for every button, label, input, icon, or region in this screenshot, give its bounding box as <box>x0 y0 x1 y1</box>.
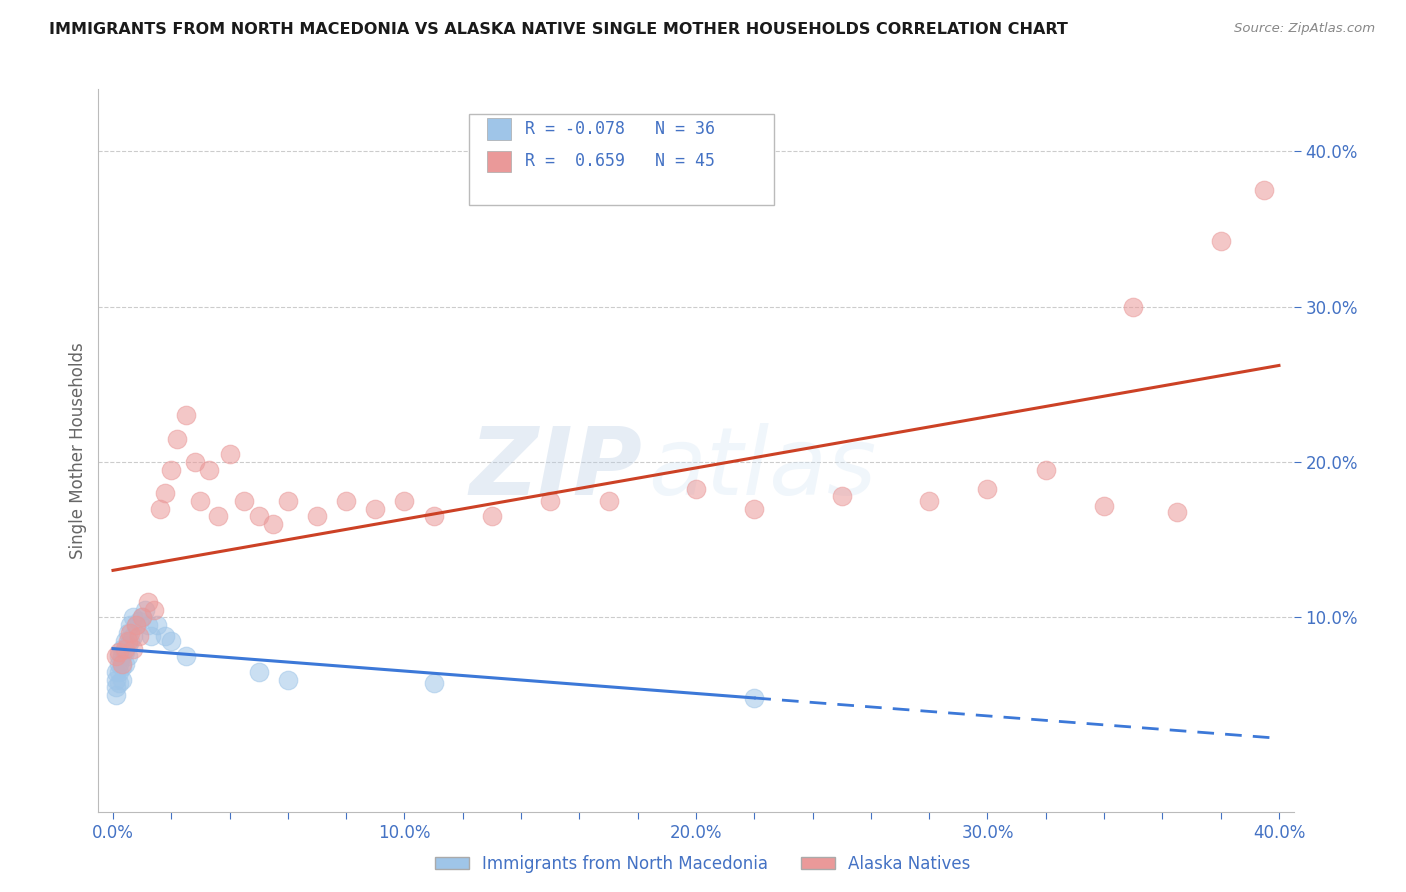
Point <box>160 463 183 477</box>
Point <box>1122 300 1144 314</box>
Point <box>1035 463 1057 477</box>
Point <box>174 649 197 664</box>
Point <box>145 618 167 632</box>
Point <box>136 618 159 632</box>
Point <box>104 673 127 687</box>
Point <box>277 494 299 508</box>
Point <box>160 633 183 648</box>
Point <box>422 509 444 524</box>
Point <box>108 649 131 664</box>
Point <box>976 482 998 496</box>
Point <box>111 641 134 656</box>
Text: ZIP: ZIP <box>470 423 643 515</box>
Point <box>685 482 707 496</box>
Point <box>277 673 299 687</box>
Point <box>1253 183 1275 197</box>
Point <box>183 455 205 469</box>
Point <box>155 629 177 643</box>
Point <box>108 657 131 672</box>
Point <box>831 489 853 503</box>
Point <box>364 501 387 516</box>
Point <box>305 509 328 524</box>
Point <box>114 641 136 656</box>
Point <box>104 665 127 679</box>
Point <box>125 618 148 632</box>
Point <box>108 675 131 690</box>
Point <box>742 691 765 706</box>
Text: Source: ZipAtlas.com: Source: ZipAtlas.com <box>1234 22 1375 36</box>
Point <box>111 657 134 672</box>
Point <box>104 688 127 702</box>
Point <box>1209 235 1232 249</box>
Bar <box>486 151 510 172</box>
Point <box>122 629 145 643</box>
Point <box>422 675 444 690</box>
Point <box>218 447 240 461</box>
Bar <box>486 118 510 140</box>
Point <box>198 463 221 477</box>
Point <box>122 641 145 656</box>
Text: atlas: atlas <box>648 423 876 514</box>
Point <box>108 665 131 679</box>
Point <box>111 660 134 674</box>
Point <box>174 409 197 423</box>
Point <box>120 618 142 632</box>
Point <box>131 610 153 624</box>
Text: R =  0.659   N = 45: R = 0.659 N = 45 <box>524 153 716 170</box>
Point <box>111 673 134 687</box>
Point <box>139 629 162 643</box>
Point <box>538 494 561 508</box>
Point <box>155 486 177 500</box>
Point <box>149 501 172 516</box>
Point <box>122 610 145 624</box>
Point <box>247 665 270 679</box>
Y-axis label: Single Mother Households: Single Mother Households <box>69 343 87 558</box>
Point <box>117 649 139 664</box>
Point <box>128 614 150 628</box>
Point <box>117 633 139 648</box>
Point <box>108 645 131 659</box>
Point <box>120 626 142 640</box>
Point <box>131 610 153 624</box>
Point <box>142 603 165 617</box>
Point <box>918 494 941 508</box>
Point <box>598 494 620 508</box>
Point <box>120 633 142 648</box>
Point <box>1092 499 1115 513</box>
Point <box>117 639 139 653</box>
Point <box>233 494 256 508</box>
Point <box>111 649 134 664</box>
Point <box>1166 505 1188 519</box>
Point <box>481 509 503 524</box>
Point <box>742 501 765 516</box>
Point <box>114 657 136 672</box>
Point <box>166 432 188 446</box>
Point <box>394 494 416 508</box>
Text: IMMIGRANTS FROM NORTH MACEDONIA VS ALASKA NATIVE SINGLE MOTHER HOUSEHOLDS CORREL: IMMIGRANTS FROM NORTH MACEDONIA VS ALASK… <box>49 22 1069 37</box>
Point <box>262 517 284 532</box>
Legend: Immigrants from North Macedonia, Alaska Natives: Immigrants from North Macedonia, Alaska … <box>429 848 977 880</box>
FancyBboxPatch shape <box>470 114 773 205</box>
Point <box>335 494 357 508</box>
Point <box>114 633 136 648</box>
Point <box>104 649 127 664</box>
Point <box>117 626 139 640</box>
Point <box>136 595 159 609</box>
Point <box>104 681 127 695</box>
Point <box>190 494 212 508</box>
Point <box>207 509 229 524</box>
Text: R = -0.078   N = 36: R = -0.078 N = 36 <box>524 120 716 138</box>
Point <box>134 603 156 617</box>
Point <box>125 618 148 632</box>
Point <box>247 509 270 524</box>
Point <box>128 629 150 643</box>
Point <box>114 645 136 659</box>
